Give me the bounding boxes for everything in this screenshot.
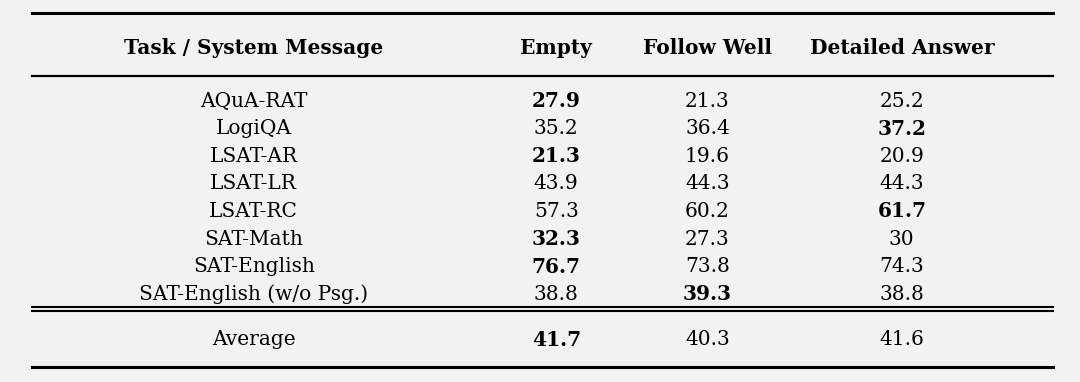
Text: 32.3: 32.3 [531,229,581,249]
Text: 76.7: 76.7 [531,257,581,277]
Text: 30: 30 [889,230,915,249]
Text: SAT-Math: SAT-Math [204,230,303,249]
Text: 39.3: 39.3 [683,284,732,304]
Text: Task / System Message: Task / System Message [124,38,383,58]
Text: 41.6: 41.6 [879,330,924,350]
Text: 20.9: 20.9 [879,147,924,166]
Text: 44.3: 44.3 [879,175,924,193]
Text: SAT-English: SAT-English [193,257,314,276]
Text: Average: Average [212,330,296,350]
Text: LSAT-RC: LSAT-RC [210,202,298,221]
Text: AQuA-RAT: AQuA-RAT [200,92,308,111]
Text: Empty: Empty [521,38,592,58]
Text: LogiQA: LogiQA [216,119,292,138]
Text: LSAT-LR: LSAT-LR [211,175,297,193]
Text: 21.3: 21.3 [685,92,730,111]
Text: Follow Well: Follow Well [643,38,772,58]
Text: 37.2: 37.2 [877,119,927,139]
Text: 21.3: 21.3 [531,146,581,166]
Text: 38.8: 38.8 [879,285,924,304]
Text: 44.3: 44.3 [685,175,730,193]
Text: 41.7: 41.7 [531,330,581,350]
Text: 73.8: 73.8 [685,257,730,276]
Text: 27.9: 27.9 [531,91,581,111]
Text: 38.8: 38.8 [534,285,579,304]
Text: 35.2: 35.2 [534,119,579,138]
Text: 36.4: 36.4 [685,119,730,138]
Text: 60.2: 60.2 [685,202,730,221]
Text: 57.3: 57.3 [534,202,579,221]
Text: LSAT-AR: LSAT-AR [210,147,298,166]
Text: 74.3: 74.3 [879,257,924,276]
Text: 25.2: 25.2 [879,92,924,111]
Text: 27.3: 27.3 [685,230,730,249]
Text: 61.7: 61.7 [877,201,927,222]
Text: Detailed Answer: Detailed Answer [810,38,994,58]
Text: 19.6: 19.6 [685,147,730,166]
Text: SAT-English (w/o Psg.): SAT-English (w/o Psg.) [139,284,368,304]
Text: 43.9: 43.9 [534,175,579,193]
Text: 40.3: 40.3 [685,330,730,350]
